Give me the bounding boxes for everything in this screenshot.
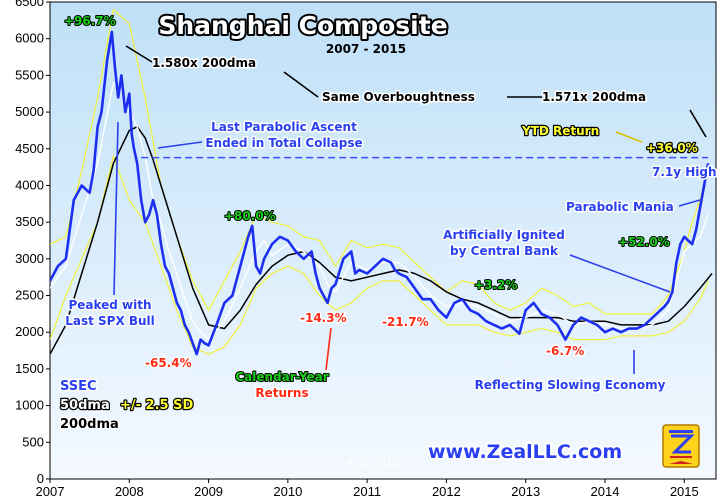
annotation-6-7: -6.7% xyxy=(546,344,584,358)
annotation-14-3: -14.3% xyxy=(300,311,347,325)
arrow-same-left xyxy=(283,71,319,98)
arrow-peaked xyxy=(113,121,119,296)
annotation-1571: 1.571x 200dma xyxy=(542,90,646,104)
dma200-line xyxy=(50,126,713,355)
x-tick-label: 2011 xyxy=(353,484,381,499)
annotation-3-2: +3.2% xyxy=(474,278,517,292)
annotation-parabolic-ascent-1: Last Parabolic Ascent xyxy=(211,120,357,134)
x-tick-label: 2014 xyxy=(591,484,620,499)
y-tick-label: 4000 xyxy=(15,177,44,192)
chart-subtitle: 2007 - 2015 xyxy=(326,42,406,56)
annotation-80: +80.0% xyxy=(224,209,276,223)
legend-200dma: 200dma xyxy=(60,417,119,432)
y-axis: 0 500 1000 1500 2000 2500 3000 3500 4000 4500 5000… xyxy=(15,0,50,486)
annotation-by-central-bank: by Central Bank xyxy=(450,244,559,258)
arrow-1571 xyxy=(689,109,707,138)
annotation-96-7: +96.7% xyxy=(64,14,116,28)
legend-50dma: 50dma xyxy=(60,398,110,413)
x-tick-label: 2012 xyxy=(432,484,461,499)
annotation-arrows xyxy=(113,45,707,374)
x-tick-label: 2013 xyxy=(511,484,540,499)
arrow-returns xyxy=(325,327,332,371)
annotation-parabolic-ascent-2: Ended in Total Collapse xyxy=(205,136,362,150)
dma50-line xyxy=(50,82,709,341)
lower-band-line xyxy=(50,155,709,355)
y-tick-label: 1000 xyxy=(15,398,44,413)
y-tick-label: 5000 xyxy=(15,104,44,119)
annotation-last-spx-bull: Last SPX Bull xyxy=(65,314,155,328)
date-label: 4.22.2015 xyxy=(346,455,400,469)
annotation-artificially-ignited: Artificially Ignited xyxy=(443,228,565,242)
ssec-line xyxy=(50,30,710,356)
annotation-7-1y-high: 7.1y High xyxy=(652,165,717,179)
y-tick-label: 1500 xyxy=(15,361,44,376)
legend: SSEC 50dma +/- 2.5 SD 200dma xyxy=(59,378,195,434)
y-tick-label: 3000 xyxy=(15,251,44,266)
annotation-52: +52.0% xyxy=(618,235,670,249)
annotation-slowing-economy: Reflecting Slowing Economy xyxy=(475,378,666,392)
website-label: www.ZealLLC.com xyxy=(428,441,622,463)
annotation-ytd-return: YTD Return xyxy=(521,124,599,138)
x-tick-label: 2007 xyxy=(36,484,65,499)
annotation-calendar-year: Calendar-Year xyxy=(235,370,328,384)
y-tick-label: 3500 xyxy=(15,214,44,229)
y-tick-label: 2500 xyxy=(15,288,44,303)
x-tick-label: 2010 xyxy=(273,484,302,499)
arrow-ytd xyxy=(615,131,643,143)
zeal-logo xyxy=(662,424,700,468)
arrow-collapse xyxy=(157,141,203,149)
annotation-21-7: -21.7% xyxy=(382,315,429,329)
legend-ssec: SSEC xyxy=(60,379,97,394)
arrow-mania xyxy=(678,199,701,207)
annotation-same-overboughtness: Same Overboughtness xyxy=(322,90,475,104)
x-axis: 2007 2008 2009 2010 2011 2012 2013 2014 2015 xyxy=(36,479,699,499)
y-tick-label: 500 xyxy=(22,434,44,449)
annotation-65-4: -65.4% xyxy=(145,356,192,370)
y-tick-label: 2000 xyxy=(15,324,44,339)
chart-title: Shanghai Composite xyxy=(158,11,447,40)
series-layer xyxy=(50,8,713,356)
x-tick-label: 2015 xyxy=(670,484,699,499)
x-tick-label: 2009 xyxy=(194,484,223,499)
annotation-peaked-with: Peaked with xyxy=(68,298,151,312)
legend-bands: +/- 2.5 SD xyxy=(120,398,193,413)
y-tick-label: 6000 xyxy=(15,31,44,46)
annotation-parabolic-mania: Parabolic Mania xyxy=(566,200,674,214)
y-tick-label: 4500 xyxy=(15,141,44,156)
annotation-returns: Returns xyxy=(255,386,308,400)
annotation-36: +36.0% xyxy=(646,141,698,155)
arrow-1580 xyxy=(125,45,153,63)
annotation-1580: 1.580x 200dma xyxy=(152,56,256,70)
y-tick-label: 6500 xyxy=(15,0,44,9)
y-tick-label: 5500 xyxy=(15,67,44,82)
x-tick-label: 2008 xyxy=(115,484,144,499)
y-tick-label: 0 xyxy=(37,471,44,486)
arrow-ignited xyxy=(569,254,671,293)
